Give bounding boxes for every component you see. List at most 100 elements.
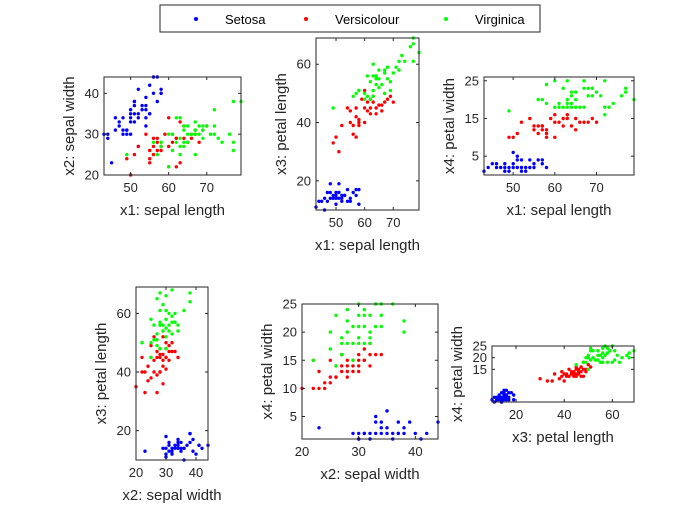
data-point-setosa: [540, 158, 544, 162]
plot-border: [103, 76, 242, 176]
data-point-versicolour: [161, 364, 165, 368]
data-point-setosa: [197, 443, 201, 447]
data-point-versicolour: [132, 152, 137, 157]
data-point-setosa: [328, 196, 332, 200]
data-point-versicolour: [351, 132, 355, 136]
data-point-setosa: [322, 196, 327, 200]
data-point-versicolour: [561, 124, 565, 128]
data-point-virginica: [164, 294, 168, 298]
data-point-virginica: [197, 124, 201, 128]
data-point-virginica: [586, 94, 590, 98]
data-point-versicolour: [331, 141, 335, 145]
data-point-versicolour: [328, 375, 332, 379]
subplot-5: 20 30 40 5 10 15 20 25 x2: sepal width x4: petal …: [259, 297, 440, 483]
plot-frame: [103, 76, 242, 176]
data-point-setosa: [340, 199, 344, 203]
data-point-virginica: [536, 97, 540, 102]
data-point-setosa: [499, 395, 504, 399]
data-point-versicolour: [368, 106, 373, 110]
data-point-setosa: [173, 446, 177, 450]
data-point-setosa: [368, 431, 372, 436]
data-point-setosa: [524, 169, 528, 173]
data-point-versicolour: [328, 381, 332, 385]
data-point-setosa: [170, 449, 174, 453]
data-point-versicolour: [545, 379, 550, 383]
legend-marker-virginica: [444, 17, 448, 21]
data-point-versicolour: [158, 355, 162, 360]
data-point-virginica: [598, 353, 602, 357]
data-point-virginica: [186, 140, 190, 144]
data-point-virginica: [397, 68, 401, 72]
data-point-setosa: [113, 116, 118, 120]
series-virginica: [331, 36, 421, 110]
y-tick-label: 40: [85, 86, 99, 101]
data-point-virginica: [625, 353, 629, 357]
data-point-virginica: [345, 341, 349, 346]
data-point-setosa: [337, 190, 341, 195]
y-axis-label: x3: petal length: [93, 323, 110, 425]
data-point-versicolour: [164, 367, 168, 371]
data-point-virginica: [328, 347, 332, 351]
data-point-versicolour: [158, 370, 162, 374]
subplot-2: 50 60 70 20 40 60 x1: sepal length x3: petal le…: [273, 36, 421, 254]
data-point-virginica: [601, 351, 605, 355]
data-point-versicolour: [152, 358, 156, 362]
data-point-versicolour: [383, 100, 387, 104]
plot-border: [135, 286, 209, 461]
series-virginica: [140, 288, 192, 360]
series-versicolour: [538, 360, 593, 383]
data-point-virginica: [565, 105, 569, 109]
data-point-setosa: [532, 165, 536, 170]
data-point-setosa: [176, 443, 180, 447]
data-point-versicolour: [362, 88, 367, 93]
legend-box: [159, 4, 541, 33]
data-point-virginica: [167, 323, 171, 327]
data-point-setosa: [490, 162, 494, 166]
data-point-setosa: [507, 398, 511, 402]
data-point-setosa: [391, 431, 395, 436]
data-point-setosa: [504, 388, 509, 392]
data-point-setosa: [503, 165, 507, 170]
data-point-virginica: [388, 80, 393, 84]
data-point-setosa: [144, 124, 148, 128]
data-point-versicolour: [576, 370, 581, 374]
data-point-versicolour: [345, 369, 349, 374]
data-point-virginica: [411, 59, 415, 63]
data-point-virginica: [613, 358, 617, 362]
data-point-setosa: [351, 431, 355, 436]
data-point-versicolour: [380, 103, 384, 107]
data-point-virginica: [362, 91, 367, 96]
data-point-setosa: [340, 193, 344, 198]
subplot-4: 20 30 40 20 40 60 x2: sepal width x3: petal len…: [93, 286, 222, 504]
x-axis-label: x3: petal length: [512, 429, 614, 446]
data-point-versicolour: [576, 367, 581, 371]
data-point-virginica: [627, 356, 631, 360]
data-point-versicolour: [351, 369, 355, 374]
data-point-setosa: [402, 426, 406, 430]
data-point-versicolour: [357, 120, 361, 125]
data-point-setosa: [121, 128, 125, 132]
legend-entry-setosa: Setosa: [194, 12, 266, 27]
data-point-virginica: [377, 77, 381, 81]
data-point-versicolour: [345, 106, 350, 110]
data-point-versicolour: [163, 132, 167, 136]
data-point-versicolour: [151, 144, 156, 149]
y-tick-label: 5: [290, 409, 297, 424]
data-point-setosa: [504, 398, 509, 402]
data-point-versicolour: [360, 97, 364, 101]
data-point-versicolour: [348, 120, 352, 125]
data-point-setosa: [511, 150, 515, 155]
data-point-versicolour: [143, 370, 147, 374]
data-point-virginica: [173, 320, 177, 324]
data-point-versicolour: [351, 364, 355, 368]
data-point-setosa: [144, 95, 148, 100]
data-point-virginica: [362, 341, 366, 346]
data-point-virginica: [379, 324, 383, 329]
data-point-virginica: [590, 94, 594, 98]
data-point-versicolour: [565, 113, 569, 117]
data-point-virginica: [569, 90, 574, 94]
data-point-virginica: [311, 358, 315, 362]
data-point-virginica: [189, 132, 194, 136]
data-point-setosa: [354, 193, 358, 198]
data-point-virginica: [561, 105, 565, 109]
